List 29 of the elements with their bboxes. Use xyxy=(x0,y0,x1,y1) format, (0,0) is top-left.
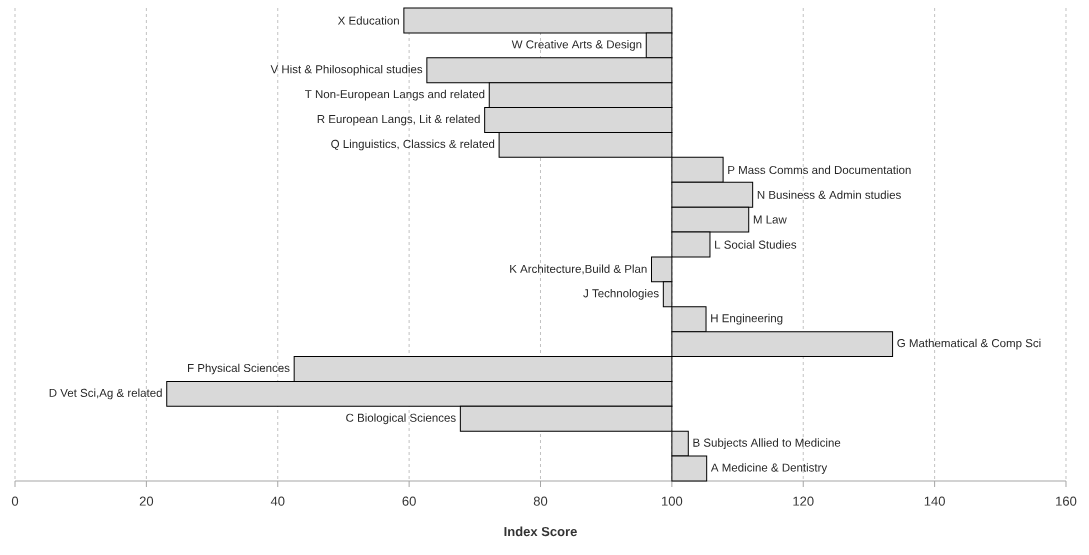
y-tick-label: F Physical Sciences xyxy=(188,363,290,375)
y-tick-label: M Law xyxy=(753,215,787,224)
y-tick-label: R European Langs, Lit & related xyxy=(317,114,480,126)
y-tick-label: T Non-European Langs and related xyxy=(305,89,485,101)
y-tick-label: G Mathematical & Comp Sci xyxy=(897,338,1041,350)
x-tick-label: 0 xyxy=(11,496,19,506)
x-tick-label: 140 xyxy=(924,496,945,506)
y-tick-label: L Social Studies xyxy=(715,240,797,249)
y-tick-label: B Subjects Allied to Medicine xyxy=(693,438,841,450)
y-tick-label: W Creative Arts & Design xyxy=(511,39,642,51)
y-tick-label: X Education xyxy=(337,16,399,25)
x-tick-label: 60 xyxy=(402,496,416,506)
x-tick-label: 160 xyxy=(1056,496,1077,506)
y-tick-label: J Technologies xyxy=(583,288,659,300)
x-tick-label: 40 xyxy=(270,496,285,506)
y-tick-label: K Architecture,Build & Plan xyxy=(510,264,647,275)
x-tick-label: 100 xyxy=(662,496,683,506)
y-tick-label: N Business & Admin studies xyxy=(757,190,901,199)
x-tick-label: 80 xyxy=(533,496,548,506)
x-axis-title: Index Score xyxy=(504,526,577,537)
y-tick-label: D Vet Sci,Ag & related xyxy=(49,388,162,400)
y-tick-label: H Engineering xyxy=(711,313,783,325)
y-tick-label: P Mass Comms and Documentation xyxy=(728,165,911,175)
y-tick-label: V Hist & Philosophical studies xyxy=(270,64,423,76)
y-tick-label: Q Linguistics, Classics & related xyxy=(331,139,495,151)
y-tick-label: A Medicine & Dentistry xyxy=(710,463,828,474)
x-tick-label: 120 xyxy=(793,496,814,506)
y-tick-label: C Biological Sciences xyxy=(346,413,456,425)
x-tick-label: 20 xyxy=(139,496,154,506)
